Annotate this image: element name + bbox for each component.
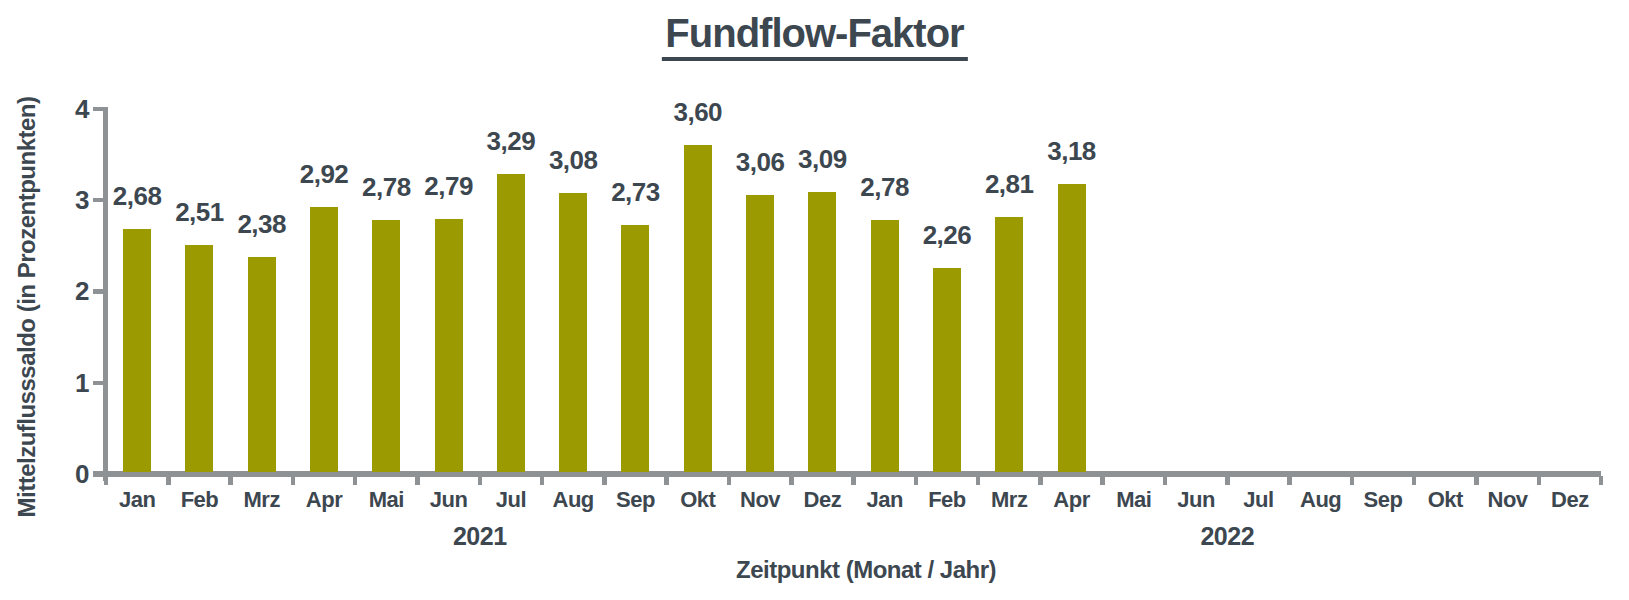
bar bbox=[1058, 184, 1086, 472]
x-tick-label: Nov bbox=[729, 488, 791, 512]
x-tick bbox=[228, 476, 233, 485]
bar bbox=[684, 145, 712, 472]
bar-value-label: 2,78 bbox=[840, 174, 930, 200]
x-tick bbox=[914, 476, 919, 485]
x-tick bbox=[353, 476, 358, 485]
x-tick-label: Jan bbox=[854, 488, 916, 512]
x-tick bbox=[1537, 476, 1542, 485]
y-tick bbox=[93, 107, 106, 112]
x-tick bbox=[1163, 476, 1168, 485]
y-tick-label: 0 bbox=[39, 459, 89, 489]
bar bbox=[185, 245, 213, 472]
y-tick-label: 3 bbox=[39, 185, 89, 215]
bar bbox=[871, 220, 899, 472]
x-tick-label: Mrz bbox=[231, 488, 293, 512]
bar-value-label: 3,18 bbox=[1027, 138, 1117, 164]
x-tick bbox=[851, 476, 856, 485]
bar-value-label: 2,73 bbox=[590, 179, 680, 205]
x-tick bbox=[291, 476, 296, 485]
year-label-2022: 2022 bbox=[1167, 522, 1287, 550]
x-tick bbox=[1038, 476, 1043, 485]
bar bbox=[372, 220, 400, 472]
x-tick bbox=[478, 476, 483, 485]
bar-value-label: 2,81 bbox=[964, 171, 1054, 197]
x-axis-title: Zeitpunkt (Monat / Jahr) bbox=[736, 555, 996, 585]
bar bbox=[310, 207, 338, 472]
x-tick bbox=[1474, 476, 1479, 485]
x-tick bbox=[415, 476, 420, 485]
bar bbox=[559, 193, 587, 472]
x-tick-label: Mrz bbox=[978, 488, 1040, 512]
bar-value-label: 2,79 bbox=[404, 173, 494, 199]
y-tick-label: 2 bbox=[39, 276, 89, 306]
x-tick-label: Dez bbox=[791, 488, 853, 512]
bar bbox=[123, 229, 151, 472]
x-tick-label: Okt bbox=[667, 488, 729, 512]
x-tick bbox=[1350, 476, 1355, 485]
x-axis-line bbox=[93, 471, 1601, 477]
x-tick bbox=[1287, 476, 1292, 485]
x-tick bbox=[602, 476, 607, 485]
y-tick bbox=[93, 381, 106, 386]
chart-title: Fundflow-Faktor bbox=[661, 10, 967, 61]
bar-value-label: 2,38 bbox=[217, 211, 307, 237]
bar bbox=[497, 174, 525, 472]
bar bbox=[746, 195, 774, 472]
fundflow-chart: Fundflow-Faktor Mittelzuflusssaldo (in P… bbox=[0, 0, 1629, 600]
x-tick bbox=[104, 476, 109, 485]
y-tick-label: 4 bbox=[39, 94, 89, 124]
x-tick-label: Jul bbox=[1227, 488, 1289, 512]
x-tick-label: Jun bbox=[418, 488, 480, 512]
x-tick bbox=[1412, 476, 1417, 485]
bar bbox=[995, 217, 1023, 472]
x-tick-label: Sep bbox=[1352, 488, 1414, 512]
y-tick bbox=[93, 289, 106, 294]
y-axis-line bbox=[103, 107, 109, 481]
y-tick-label: 1 bbox=[39, 368, 89, 398]
x-tick-label: Dez bbox=[1539, 488, 1601, 512]
x-tick-label: Aug bbox=[1290, 488, 1352, 512]
bar bbox=[435, 219, 463, 472]
x-tick-label: Apr bbox=[1041, 488, 1103, 512]
x-tick bbox=[976, 476, 981, 485]
x-tick bbox=[789, 476, 794, 485]
x-tick bbox=[1225, 476, 1230, 485]
bar bbox=[933, 268, 961, 472]
x-tick-label: Aug bbox=[542, 488, 604, 512]
x-tick bbox=[727, 476, 732, 485]
x-tick-label: Apr bbox=[293, 488, 355, 512]
bar bbox=[808, 192, 836, 472]
x-tick-label: Nov bbox=[1477, 488, 1539, 512]
year-label-2021: 2021 bbox=[420, 522, 540, 550]
bar bbox=[248, 257, 276, 472]
x-tick-label: Feb bbox=[168, 488, 230, 512]
x-tick-label: Jan bbox=[106, 488, 168, 512]
x-tick bbox=[540, 476, 545, 485]
bar-value-label: 3,09 bbox=[777, 146, 867, 172]
x-tick-label: Okt bbox=[1414, 488, 1476, 512]
bar-value-label: 2,26 bbox=[902, 222, 992, 248]
x-tick bbox=[166, 476, 171, 485]
bar-value-label: 3,08 bbox=[528, 147, 618, 173]
x-tick bbox=[664, 476, 669, 485]
x-tick-label: Jun bbox=[1165, 488, 1227, 512]
x-tick-label: Feb bbox=[916, 488, 978, 512]
x-tick bbox=[1100, 476, 1105, 485]
bar-value-label: 3,60 bbox=[653, 99, 743, 125]
x-tick-label: Mai bbox=[355, 488, 417, 512]
x-tick-label: Jul bbox=[480, 488, 542, 512]
y-axis-title: Mittelzuflusssaldo (in Prozentpunkten) bbox=[13, 96, 41, 517]
x-tick-label: Sep bbox=[604, 488, 666, 512]
x-tick bbox=[1599, 476, 1604, 485]
x-tick-label: Mai bbox=[1103, 488, 1165, 512]
bar bbox=[621, 225, 649, 472]
